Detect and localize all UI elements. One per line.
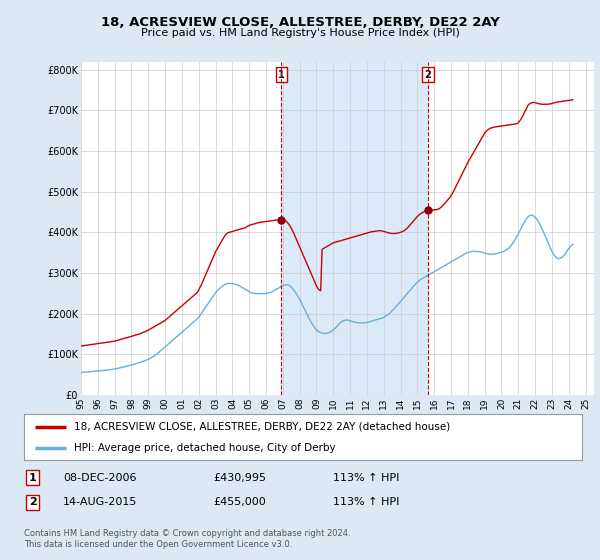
Bar <box>281 62 428 395</box>
Text: £430,995: £430,995 <box>213 473 266 483</box>
Text: 113% ↑ HPI: 113% ↑ HPI <box>333 473 400 483</box>
Text: Price paid vs. HM Land Registry's House Price Index (HPI): Price paid vs. HM Land Registry's House … <box>140 28 460 38</box>
Text: 1: 1 <box>278 70 285 80</box>
Text: 1: 1 <box>29 473 37 483</box>
Text: 08-DEC-2006: 08-DEC-2006 <box>63 473 137 483</box>
Text: 2: 2 <box>424 70 431 80</box>
Text: 18, ACRESVIEW CLOSE, ALLESTREE, DERBY, DE22 2AY: 18, ACRESVIEW CLOSE, ALLESTREE, DERBY, D… <box>101 16 499 29</box>
Text: Contains HM Land Registry data © Crown copyright and database right 2024.
This d: Contains HM Land Registry data © Crown c… <box>24 529 350 549</box>
Text: 18, ACRESVIEW CLOSE, ALLESTREE, DERBY, DE22 2AY (detached house): 18, ACRESVIEW CLOSE, ALLESTREE, DERBY, D… <box>74 422 451 432</box>
Text: HPI: Average price, detached house, City of Derby: HPI: Average price, detached house, City… <box>74 443 336 453</box>
Text: 14-AUG-2015: 14-AUG-2015 <box>63 497 137 507</box>
Text: £455,000: £455,000 <box>213 497 266 507</box>
Text: 2: 2 <box>29 497 37 507</box>
Text: 113% ↑ HPI: 113% ↑ HPI <box>333 497 400 507</box>
